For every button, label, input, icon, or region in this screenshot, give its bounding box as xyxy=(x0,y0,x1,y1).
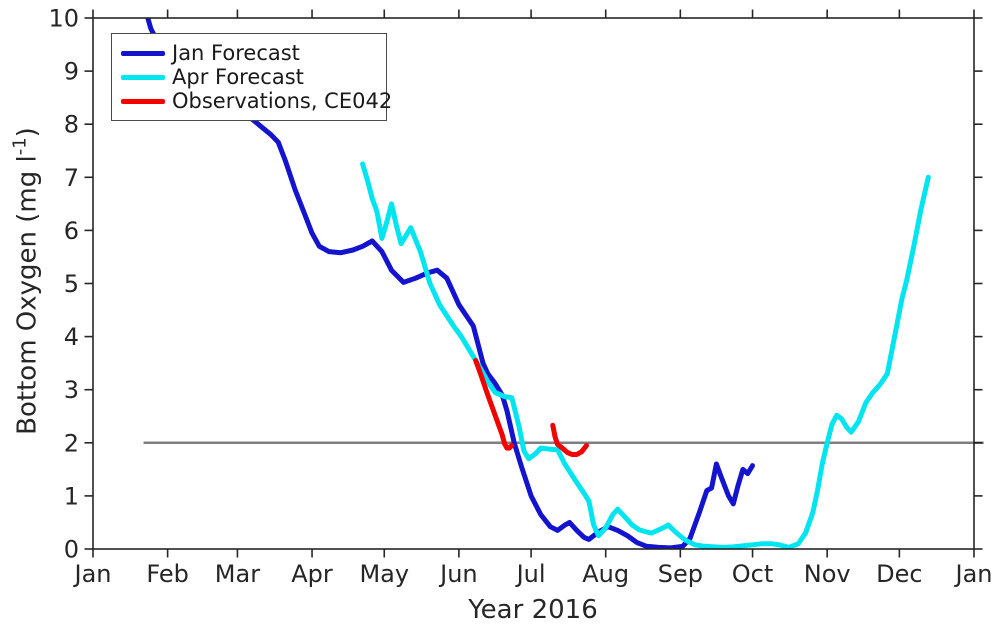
legend-label: Apr Forecast xyxy=(172,65,304,89)
x-tick-label: Jul xyxy=(515,560,546,588)
y-tick-label: 5 xyxy=(64,270,79,298)
legend-item-apr-forecast: Apr Forecast xyxy=(121,65,376,89)
legend: Jan Forecast Apr Forecast Observations, … xyxy=(111,33,392,121)
y-tick-label: 8 xyxy=(64,111,79,139)
legend-label: Jan Forecast xyxy=(172,41,300,65)
series-line-observations-ce042 xyxy=(473,358,515,451)
jan-forecast-line-swatch xyxy=(121,50,165,56)
y-tick-label: 0 xyxy=(64,536,79,564)
y-tick-label: 4 xyxy=(64,323,79,351)
legend-label: Observations, CE042 xyxy=(172,89,393,113)
y-axis-label-close: ) xyxy=(12,127,43,138)
y-tick-label: 6 xyxy=(64,217,79,245)
y-tick-label: 3 xyxy=(64,376,79,404)
x-tick-label: Feb xyxy=(146,560,189,588)
x-tick-label: Mar xyxy=(215,560,260,588)
x-tick-label: Dec xyxy=(876,560,922,588)
series-line-observations-ce042 xyxy=(550,422,589,457)
y-axis-label: Bottom Oxygen (mg l-1) xyxy=(10,127,43,435)
x-tick-label: May xyxy=(359,560,409,588)
observations-line-swatch xyxy=(121,98,165,104)
x-tick-label: Jan xyxy=(954,560,993,588)
y-tick-label: 2 xyxy=(64,429,79,457)
legend-item-observations: Observations, CE042 xyxy=(121,89,392,113)
y-axis-label-superscript: -1 xyxy=(9,137,31,156)
x-axis-label: Year 2016 xyxy=(468,595,598,625)
y-axis-label-text: Bottom Oxygen (mg l xyxy=(12,155,43,435)
x-tick-label: Jan xyxy=(73,560,112,588)
x-tick-label: Nov xyxy=(804,560,851,588)
series-line-apr-forecast xyxy=(360,161,931,549)
x-tick-label: Aug xyxy=(582,560,629,588)
x-tick-label: Jun xyxy=(438,560,478,588)
x-tick-label: Oct xyxy=(732,560,774,588)
y-tick-label: 7 xyxy=(64,164,79,192)
x-tick-label: Apr xyxy=(291,560,333,588)
apr-forecast-line-swatch xyxy=(121,74,165,80)
y-tick-label: 1 xyxy=(64,482,79,510)
y-tick-label: 9 xyxy=(64,58,79,86)
y-tick-label: 10 xyxy=(48,5,79,33)
x-tick-label: Sep xyxy=(658,560,703,588)
legend-item-jan-forecast: Jan Forecast xyxy=(121,41,376,65)
